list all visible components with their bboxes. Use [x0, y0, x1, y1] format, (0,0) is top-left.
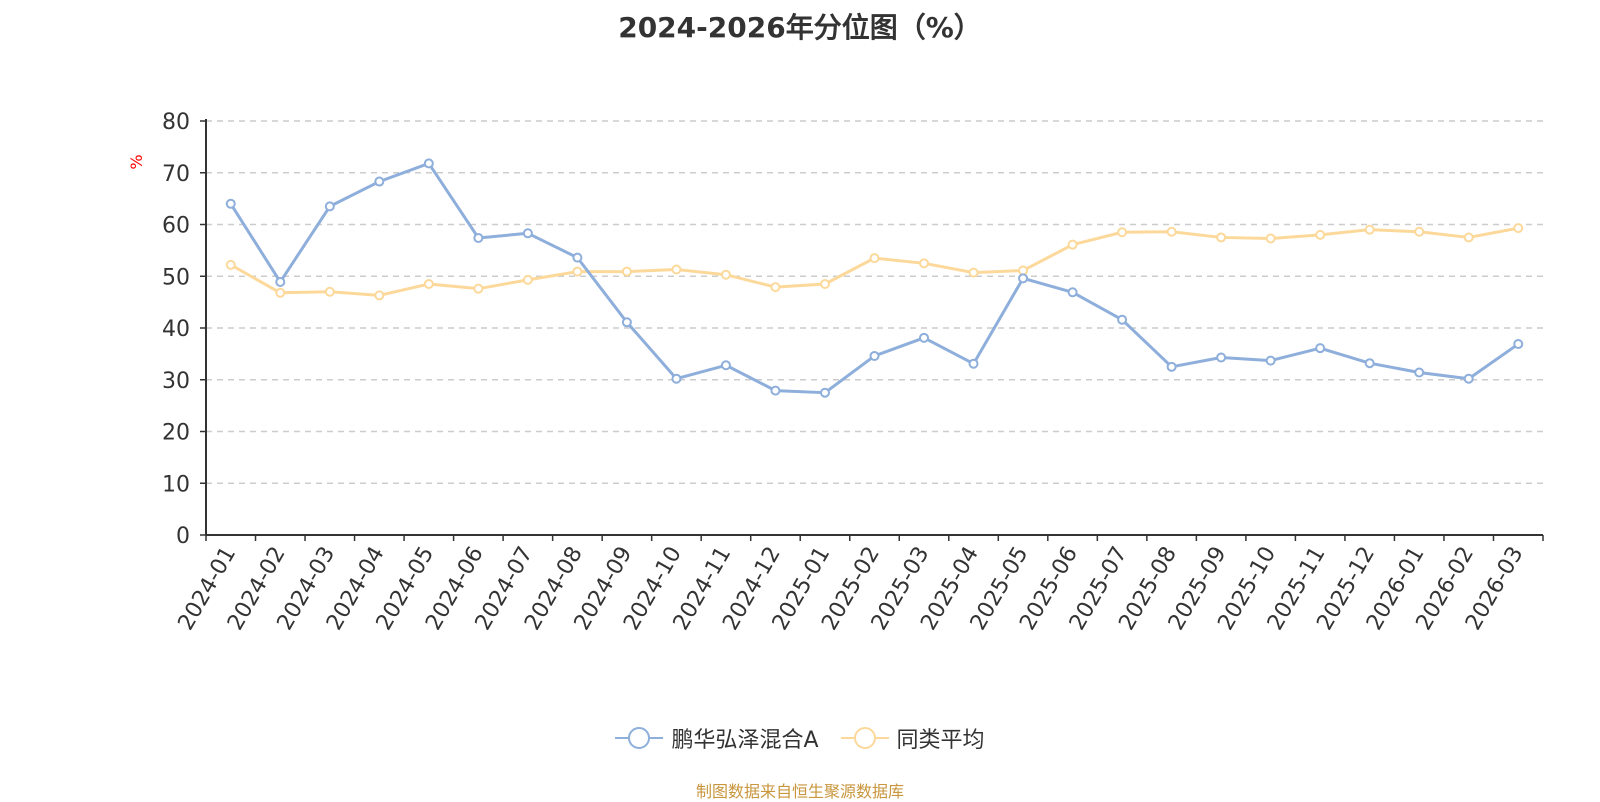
series-1-point-2024-09: [621, 317, 632, 328]
y-tick-label-20: 20: [162, 421, 190, 446]
y-axis-unit-label: %: [127, 154, 146, 169]
series-2-point-2024-08: [572, 266, 583, 277]
legend-item-series-1[interactable]: 鹏华弘泽混合A: [615, 722, 819, 754]
series-2-point-2024-07: [522, 274, 533, 285]
chart-legend: 鹏华弘泽混合A 同类平均: [0, 722, 1600, 754]
series-2-point-2025-07: [1117, 227, 1128, 238]
series-2-point-2025-11: [1315, 229, 1326, 240]
series-2-point-2024-06: [473, 283, 484, 294]
legend-item-series-2[interactable]: 同类平均: [840, 722, 985, 754]
grid-lines: [206, 120, 1543, 484]
series-1-point-2024-06: [473, 232, 484, 243]
series-2-point-2026-01: [1414, 226, 1425, 237]
series-2-point-2024-11: [720, 269, 731, 280]
series-1-point-2026-01: [1414, 367, 1425, 378]
series-2-point-2025-10: [1265, 233, 1276, 244]
series-1-point-2024-05: [423, 158, 434, 169]
series-2-point-2025-06: [1067, 239, 1078, 250]
legend-swatch-series-2: [840, 727, 889, 749]
series-2-point-2024-03: [324, 286, 335, 297]
y-tick-label-50: 50: [162, 265, 190, 290]
series-2-point-2025-09: [1216, 232, 1227, 243]
series-1-point-2024-04: [374, 176, 385, 187]
legend-swatch-series-1: [615, 727, 664, 749]
series-lines: [225, 158, 1524, 398]
series-1-point-2024-10: [671, 373, 682, 384]
series-2-point-2024-10: [671, 264, 682, 275]
series-2-point-2024-09: [621, 266, 632, 277]
series-1-point-2024-11: [720, 360, 731, 371]
series-1-point-2026-02: [1463, 373, 1474, 384]
series-1-point-2025-05: [1018, 273, 1029, 284]
y-tick-label-0: 0: [176, 524, 190, 549]
series-2-point-2026-03: [1513, 223, 1524, 234]
series-2-point-2024-12: [770, 282, 781, 293]
y-tick-label-40: 40: [162, 317, 190, 342]
data-source-footer: 制图数据来自恒生聚源数据库: [695, 782, 904, 801]
series-2-point-2024-01: [225, 259, 236, 270]
series-1-point-2025-03: [919, 332, 930, 343]
y-tick-label-60: 60: [162, 214, 190, 239]
series-2-point-2025-01: [819, 279, 830, 290]
series-1-point-2024-03: [324, 201, 335, 212]
series-2-point-2025-08: [1166, 226, 1177, 237]
y-tick-label-70: 70: [162, 162, 190, 187]
series-1-point-2025-06: [1067, 287, 1078, 298]
y-tick-label-30: 30: [162, 369, 190, 394]
series-1-point-2025-10: [1265, 355, 1276, 366]
series-2-point-2025-04: [968, 267, 979, 278]
series-1-point-2025-12: [1364, 358, 1375, 369]
series-2-point-2025-12: [1364, 224, 1375, 235]
legend-label-series-2: 同类平均: [896, 728, 985, 753]
series-2-point-2024-02: [275, 287, 286, 298]
series-1-point-2024-12: [770, 385, 781, 396]
series-1-point-2024-02: [275, 276, 286, 287]
series-1-point-2025-07: [1117, 314, 1128, 325]
series-1-point-2025-01: [819, 387, 830, 398]
series-1-point-2025-08: [1166, 361, 1177, 372]
series-1-point-2025-09: [1216, 352, 1227, 363]
series-2-point-2026-02: [1463, 232, 1474, 243]
y-tick-label-10: 10: [162, 472, 190, 497]
series-2-point-2025-03: [919, 258, 930, 269]
series-1-point-2025-11: [1315, 343, 1326, 354]
series-2-point-2025-02: [869, 253, 880, 264]
axes: [200, 119, 1544, 541]
chart-title: 2024-2026年分位图（%）: [618, 11, 982, 44]
y-tick-label-80: 80: [162, 110, 190, 135]
series-2-point-2024-05: [423, 279, 434, 290]
legend-label-series-1: 鹏华弘泽混合A: [671, 728, 819, 753]
series-1-point-2025-02: [869, 350, 880, 361]
series-1-point-2024-07: [522, 228, 533, 239]
series-1-point-2024-08: [572, 252, 583, 263]
series-1-point-2025-04: [968, 358, 979, 369]
series-2-point-2024-04: [374, 290, 385, 301]
series-1-point-2024-01: [225, 198, 236, 209]
series-1-point-2026-03: [1513, 339, 1524, 350]
